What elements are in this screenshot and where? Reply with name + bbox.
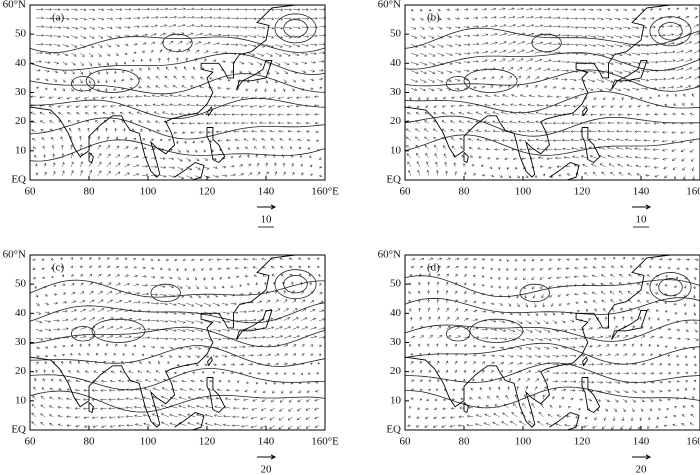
y-tick-label: 40	[15, 57, 27, 69]
x-tick-label: 80	[84, 186, 96, 198]
panel-frame	[29, 254, 326, 431]
wind-vectors	[31, 257, 326, 430]
y-tick-label: EQ	[11, 424, 26, 436]
panel-label: (c)	[52, 262, 65, 274]
y-tick-label: 40	[390, 57, 402, 69]
coastline	[29, 4, 296, 181]
y-tick-label: 60°N	[3, 0, 26, 11]
x-tick-label: 100	[515, 436, 532, 448]
coastline	[404, 4, 671, 181]
panel-label: (b)	[427, 12, 440, 24]
reference-label: 20	[636, 464, 648, 475]
x-tick-label: 120	[574, 436, 591, 448]
y-tick-label: 40	[15, 307, 27, 319]
height-contours	[29, 13, 326, 162]
x-tick-label: 140	[258, 186, 275, 198]
x-tick-label: 140	[633, 436, 650, 448]
x-tick-label: 100	[515, 186, 532, 198]
y-tick-label: 20	[390, 115, 402, 127]
x-tick-label: 80	[459, 186, 471, 198]
coastline	[29, 254, 296, 431]
x-tick-label: 120	[199, 436, 216, 448]
x-tick-label: 120	[199, 186, 216, 198]
reference-arrow	[632, 204, 652, 210]
wind-vectors	[29, 7, 327, 180]
panel-label: (d)	[427, 262, 440, 274]
x-tick-label: 80	[84, 436, 96, 448]
height-contours	[29, 269, 326, 413]
map-panel: (b) 60 80 100 120 140 160°E EQ 10 20 30 40 50 60°N 10	[378, 0, 700, 228]
y-tick-label: 20	[390, 365, 402, 377]
map-panel: (c) 60 80 100 120 140 160°E EQ 10 20 30 40 50 60°N 20	[3, 249, 339, 475]
y-tick-label: 10	[15, 394, 27, 406]
y-tick-label: EQ	[386, 424, 401, 436]
x-tick-label: 160°E	[686, 186, 700, 198]
height-contours	[404, 272, 700, 409]
reference-label: 10	[636, 214, 648, 226]
y-tick-label: 50	[390, 278, 402, 290]
y-tick-label: 40	[390, 307, 402, 319]
y-tick-label: 20	[15, 115, 27, 127]
y-tick-label: 60°N	[378, 249, 401, 261]
y-tick-label: 30	[390, 336, 402, 348]
y-tick-label: 30	[15, 86, 27, 98]
reference-arrow	[632, 454, 652, 460]
y-tick-label: 30	[390, 86, 402, 98]
reference-arrow	[257, 204, 277, 210]
y-tick-label: 10	[390, 144, 402, 156]
y-tick-label: 60°N	[3, 249, 26, 261]
coastline	[404, 254, 671, 431]
reference-label: 10	[261, 214, 273, 226]
y-tick-label: EQ	[386, 174, 401, 186]
x-tick-label: 140	[258, 436, 275, 448]
map-panel: (a) 60 80 100 120 140 160°E EQ 10 20 30 40 50 60°N 10	[3, 0, 339, 228]
y-tick-label: 10	[390, 394, 402, 406]
reference-label: 20	[261, 464, 273, 475]
x-tick-label: 160°E	[686, 436, 700, 448]
x-tick-label: 100	[140, 436, 157, 448]
x-tick-label: 160°E	[311, 186, 339, 198]
x-tick-label: 60	[25, 436, 37, 448]
y-tick-label: 50	[15, 278, 27, 290]
reference-arrow	[257, 454, 277, 460]
height-contours	[404, 16, 700, 156]
map-panel: (d) 60 80 100 120 140 160°E EQ 10 20 30 40 50 60°N 20	[378, 249, 700, 475]
wind-vectors	[405, 7, 700, 181]
x-tick-label: 160°E	[311, 436, 339, 448]
wind-vectors	[406, 256, 699, 430]
panel-label: (a)	[52, 12, 65, 24]
x-tick-label: 120	[574, 186, 591, 198]
x-tick-label: 60	[25, 186, 37, 198]
y-tick-label: 60°N	[378, 0, 401, 11]
x-tick-label: 60	[400, 186, 412, 198]
x-tick-label: 100	[140, 186, 157, 198]
y-tick-label: 50	[15, 28, 27, 40]
y-tick-label: 20	[15, 365, 27, 377]
y-tick-label: 50	[390, 28, 402, 40]
x-tick-label: 60	[400, 436, 412, 448]
y-tick-label: 30	[15, 336, 27, 348]
y-tick-label: 10	[15, 144, 27, 156]
x-tick-label: 80	[459, 436, 471, 448]
y-tick-label: EQ	[11, 174, 26, 186]
panel-frame	[404, 4, 700, 181]
x-tick-label: 140	[633, 186, 650, 198]
